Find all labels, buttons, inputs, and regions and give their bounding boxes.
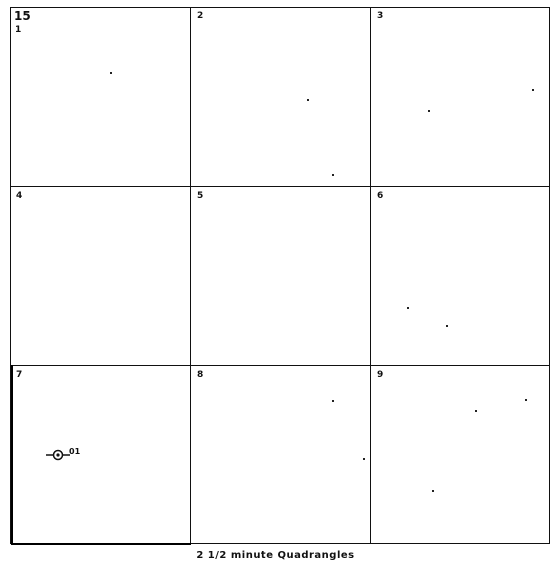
quadrangle-label-7: 7 bbox=[16, 370, 23, 380]
map-speck bbox=[363, 458, 365, 460]
quadrangle-label-2: 2 bbox=[197, 11, 204, 21]
map-speck bbox=[332, 174, 334, 176]
sheet-number: 15 bbox=[14, 9, 31, 23]
quadrangle-label-3: 3 bbox=[377, 11, 384, 21]
quadrangle-label-8: 8 bbox=[197, 370, 204, 380]
site-marker-label: 01 bbox=[69, 447, 81, 456]
quadrangle-label-4: 4 bbox=[16, 191, 23, 201]
map-speck bbox=[432, 490, 434, 492]
quadrangle-map: 15 1 2 3 4 5 6 7 8 9 bbox=[10, 7, 550, 545]
grid-divider-horizontal-2 bbox=[11, 365, 549, 366]
map-speck bbox=[475, 410, 477, 412]
map-speck bbox=[307, 99, 309, 101]
quadrangle-label-6: 6 bbox=[377, 191, 384, 201]
grid-divider-vertical-2 bbox=[370, 8, 371, 543]
map-speck bbox=[525, 399, 527, 401]
quadrangle-label-5: 5 bbox=[197, 191, 204, 201]
map-speck bbox=[532, 89, 534, 91]
map-speck bbox=[446, 325, 448, 327]
map-speck bbox=[332, 400, 334, 402]
quadrangle-label-1: 1 bbox=[15, 25, 22, 35]
map-speck bbox=[110, 72, 112, 74]
survey-point-icon bbox=[46, 449, 70, 461]
quadrangle-label-9: 9 bbox=[377, 370, 384, 380]
map-speck bbox=[428, 110, 430, 112]
grid-divider-horizontal-1 bbox=[11, 186, 549, 187]
grid-divider-vertical-1 bbox=[190, 8, 191, 543]
quadrangle-7-emphasis bbox=[11, 365, 191, 545]
map-speck bbox=[407, 307, 409, 309]
map-caption: 2 1/2 minute Quadrangles bbox=[196, 550, 355, 561]
